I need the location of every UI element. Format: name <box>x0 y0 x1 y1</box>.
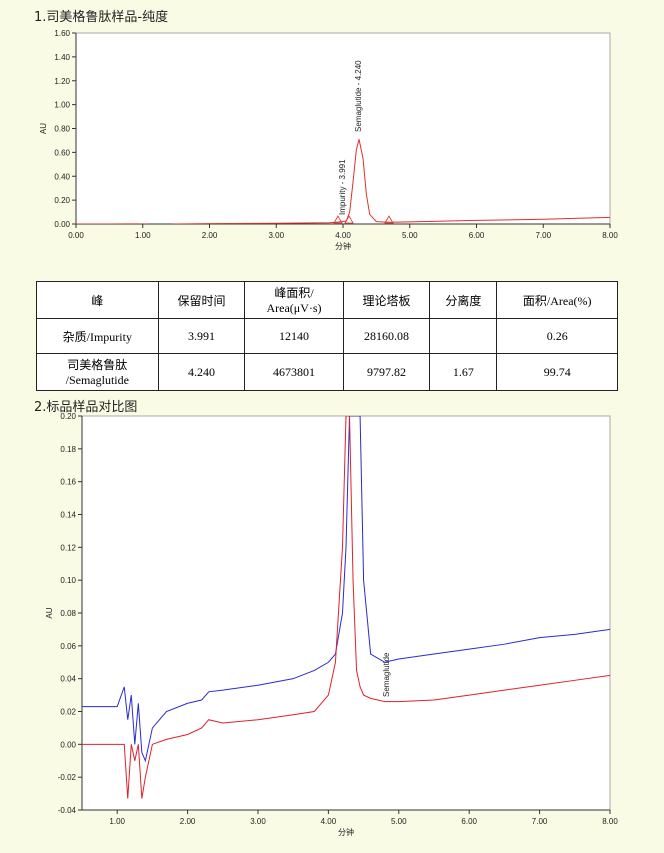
x-tick-label: 6.00 <box>461 817 477 826</box>
y-tick-label: 0.18 <box>60 445 76 454</box>
y-axis-label: AU <box>39 123 48 134</box>
y-tick-label: 0.14 <box>60 511 76 520</box>
y-tick-label: 0.60 <box>54 148 70 157</box>
header-cell: 面积/Area(%) <box>496 281 618 319</box>
cell: 0.26 <box>496 318 618 354</box>
y-tick-label: -0.02 <box>58 773 77 782</box>
section-title: 2.标品样品对比图 <box>34 400 138 415</box>
header-cell: 峰面积/ Area(μV·s) <box>244 281 344 319</box>
y-tick-label: 0.08 <box>60 609 76 618</box>
y-tick-label: -0.04 <box>58 806 77 815</box>
y-tick-label: 0.06 <box>60 642 76 651</box>
x-tick-label: 8.00 <box>602 817 618 826</box>
x-tick-label: 6.00 <box>469 231 485 240</box>
cell: 1.67 <box>429 353 498 391</box>
y-tick-label: 0.00 <box>54 220 70 229</box>
header-row: 峰保留时间 峰面积/ Area(μV·s) 理论塔板 分离度 面积/Area(%) <box>36 281 618 319</box>
trace <box>76 139 610 224</box>
cell: 4673801 <box>244 353 344 391</box>
peak-marker <box>384 215 394 224</box>
x-tick-label: 5.00 <box>402 231 418 240</box>
y-tick-label: 0.02 <box>60 708 76 717</box>
row: 司美格鲁肽 /Semaglutide 4.240 4673801 9797.82 1.6… <box>36 353 618 391</box>
x-tick-label: 1.00 <box>109 817 125 826</box>
x-tick-label: 2.00 <box>180 817 196 826</box>
x-tick-label: 5.00 <box>391 817 407 826</box>
x-tick-label: 7.00 <box>535 231 551 240</box>
x-tick-label: 7.00 <box>532 817 548 826</box>
y-tick-label: 1.40 <box>54 53 70 62</box>
cell: 4.240 <box>157 353 246 391</box>
cell: 99.74 <box>496 353 618 391</box>
y-tick-label: 0.12 <box>60 543 76 552</box>
peak-marker <box>333 215 343 224</box>
chart: -0.04 -0.02 0.00 0.02 0.04 0.06 0.08 0.10 0.12 0.… <box>45 412 618 837</box>
trace <box>82 416 610 763</box>
x-tick-label: 1.00 <box>135 231 151 240</box>
y-axis-label: AU <box>45 607 54 618</box>
annotation: Semaglutide <box>382 652 391 697</box>
header-cell: 保留时间 <box>157 281 246 319</box>
y-tick-label: 0.16 <box>60 478 76 487</box>
lines <box>82 416 610 799</box>
header-cell: 分离度 <box>429 281 498 319</box>
cell: 司美格鲁肽 /Semaglutide <box>36 353 159 391</box>
peak-marker <box>344 215 354 224</box>
plot-frame <box>81 415 611 811</box>
y-tick-label: 0.10 <box>60 576 76 585</box>
y-tick-label: 0.20 <box>60 412 76 421</box>
y-tick-label: 1.00 <box>54 101 70 110</box>
y-tick-label: 0.04 <box>60 675 76 684</box>
x-tick-label: 4.00 <box>335 231 351 240</box>
header-cell: 峰 <box>36 281 159 319</box>
x-tick-label: 8.00 <box>602 231 618 240</box>
lines <box>76 139 610 224</box>
cell <box>429 318 498 354</box>
chart: 0.00 0.20 0.40 0.60 0.80 1.00 1.20 1.40 1.60 0.00… <box>39 29 618 251</box>
annotation: Semaglutide - 4.240 <box>354 60 363 132</box>
cell: 28160.08 <box>342 318 431 354</box>
y-tick-label: 0.00 <box>60 740 76 749</box>
cell: 3.991 <box>157 318 246 354</box>
x-tick-label: 2.00 <box>202 231 218 240</box>
table: 峰保留时间 峰面积/ Area(μV·s) 理论塔板 分离度 面积/Area(%) 杂质… <box>36 281 618 391</box>
y-tick-label: 0.80 <box>54 125 70 134</box>
cell: 杂质/Impurity <box>36 318 159 354</box>
x-tick-label: 3.00 <box>250 817 266 826</box>
cell: 12140 <box>244 318 344 354</box>
row: 杂质/Impurity 3.991 12140 28160.08 0.26 <box>36 318 618 354</box>
y-tick-label: 1.20 <box>54 77 70 86</box>
y-tick-label: 0.20 <box>54 196 70 205</box>
y-tick-label: 1.60 <box>54 29 70 38</box>
x-axis-label: 分钟 <box>338 827 354 837</box>
x-axis-label: 分钟 <box>335 241 351 251</box>
x-tick-label: 0.00 <box>68 231 84 240</box>
y-tick-label: 0.40 <box>54 172 70 181</box>
annotation: Impurity - 3.991 <box>338 159 347 215</box>
x-tick-label: 3.00 <box>268 231 284 240</box>
section-title: 1.司美格鲁肽样品-纯度 <box>34 10 169 25</box>
x-tick-label: 4.00 <box>321 817 337 826</box>
cell: 9797.82 <box>342 353 431 391</box>
plot-frame <box>75 32 611 225</box>
header-cell: 理论塔板 <box>342 281 431 319</box>
trace <box>82 416 610 799</box>
